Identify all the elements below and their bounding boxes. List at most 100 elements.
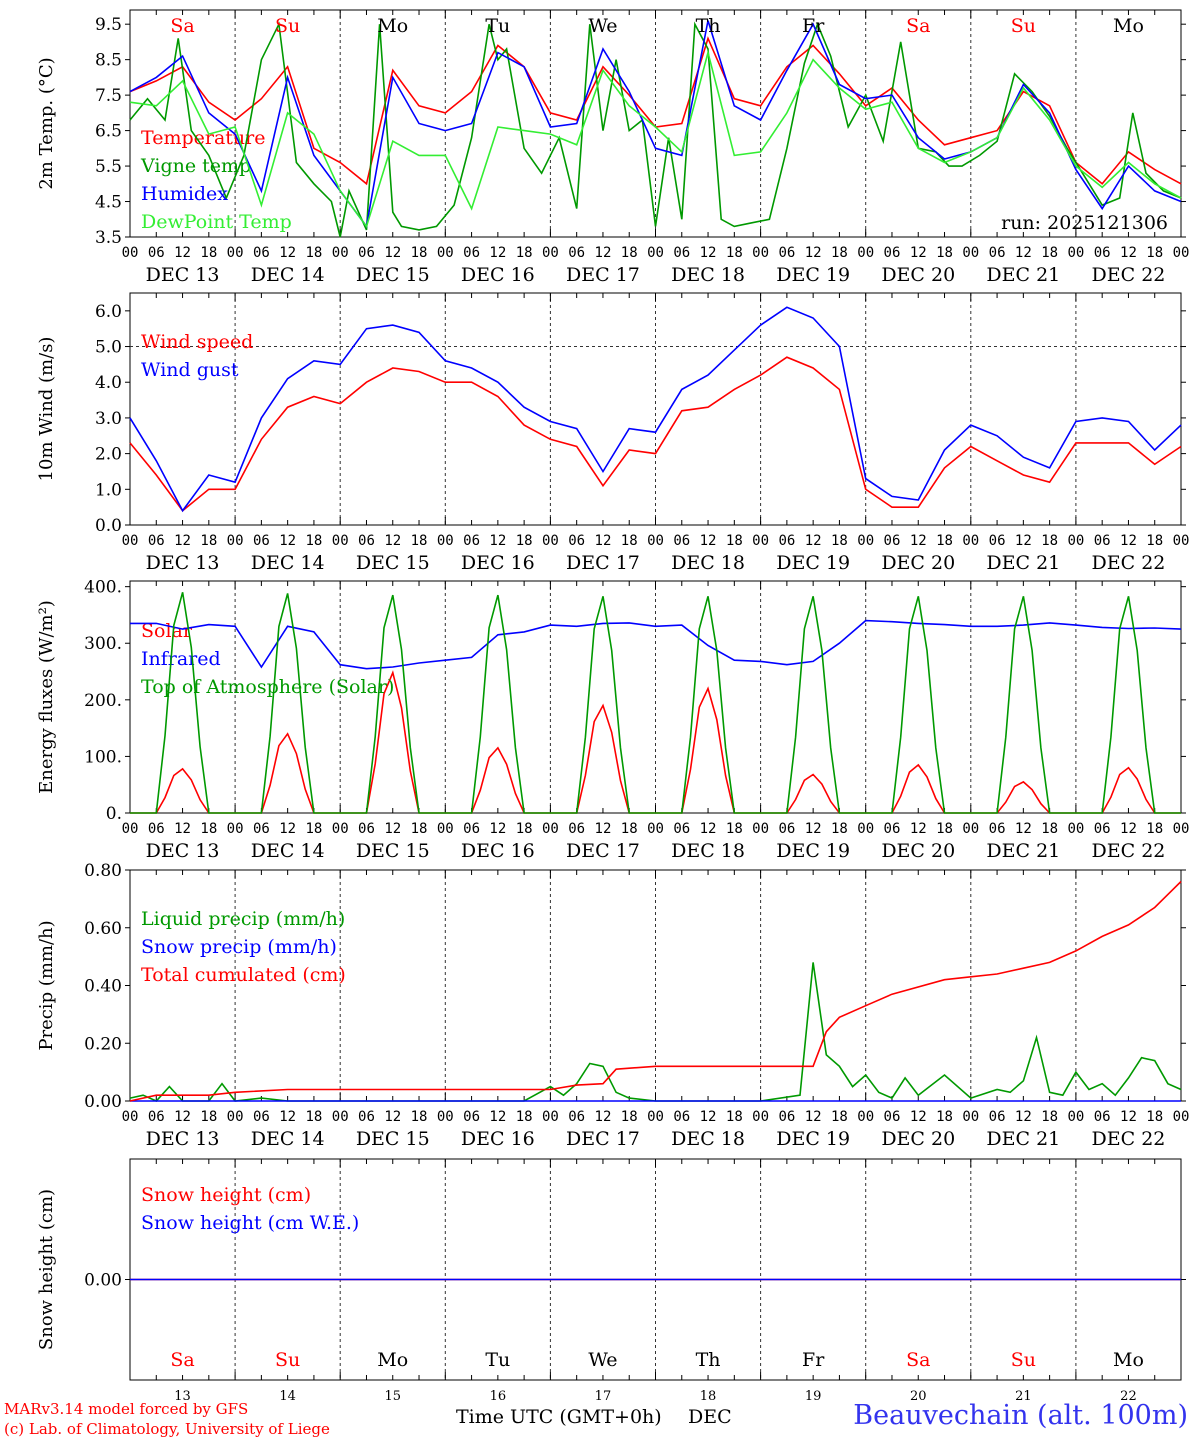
hour-tick-label: 06 bbox=[673, 821, 690, 837]
hour-tick-label: 06 bbox=[1094, 821, 1111, 837]
day-label: DEC 18 bbox=[671, 840, 745, 862]
hour-tick-label: 12 bbox=[174, 533, 191, 549]
hour-tick-label: 12 bbox=[805, 245, 822, 261]
hour-tick-label: 18 bbox=[200, 821, 217, 837]
weekday-label: Tu bbox=[485, 15, 510, 37]
legend-entry: Snow height (cm W.E.) bbox=[141, 1212, 359, 1234]
y-tick-label: 400. bbox=[84, 578, 122, 598]
day-label: DEC 22 bbox=[1092, 840, 1166, 862]
hour-tick-label: 18 bbox=[305, 533, 322, 549]
hour-tick-label: 00 bbox=[437, 1109, 454, 1125]
day-label: DEC 20 bbox=[881, 552, 955, 574]
y-axis-title: 2m Temp. (°C) bbox=[36, 57, 57, 189]
day-label: DEC 21 bbox=[986, 264, 1060, 286]
hour-tick-label: 12 bbox=[1015, 821, 1032, 837]
hour-tick-label: 00 bbox=[752, 821, 769, 837]
legend-entry: Top of Atmosphere (Solar) bbox=[141, 676, 394, 698]
hour-tick-label: 12 bbox=[595, 821, 612, 837]
hour-tick-label: 00 bbox=[542, 245, 559, 261]
hour-tick-label: 12 bbox=[1015, 245, 1032, 261]
hour-tick-label: 12 bbox=[279, 533, 296, 549]
hour-tick-label: 00 bbox=[857, 245, 874, 261]
y-tick-label: 9.5 bbox=[95, 15, 122, 35]
hour-tick-label: 00 bbox=[332, 1109, 349, 1125]
series-line-wind-0 bbox=[129, 356, 1182, 512]
day-label: DEC 15 bbox=[356, 1128, 430, 1150]
hour-tick-label: 18 bbox=[411, 245, 428, 261]
hour-tick-label: 06 bbox=[358, 1109, 375, 1125]
y-tick-label: 0.00 bbox=[84, 1092, 122, 1112]
hour-tick-label: 00 bbox=[542, 821, 559, 837]
weekday-label-bottom: We bbox=[588, 1349, 617, 1371]
hour-tick-label: 06 bbox=[358, 245, 375, 261]
hour-tick-label: 18 bbox=[305, 245, 322, 261]
hour-tick-label: 06 bbox=[989, 1109, 1006, 1125]
day-number-label: 18 bbox=[700, 1389, 717, 1404]
hour-tick-label: 00 bbox=[1067, 821, 1084, 837]
weekday-label: Su bbox=[1011, 15, 1036, 37]
hour-tick-label: 18 bbox=[1146, 821, 1163, 837]
hour-tick-label: 18 bbox=[305, 821, 322, 837]
y-tick-label: 5.0 bbox=[95, 338, 122, 358]
hour-tick-label: 00 bbox=[1067, 245, 1084, 261]
legend-entry: Infrared bbox=[141, 648, 221, 670]
time-axis-title: Time UTC (GMT+0h) bbox=[456, 1406, 662, 1428]
y-tick-label: 200. bbox=[84, 691, 122, 711]
weekday-label-bottom: Mo bbox=[1113, 1349, 1144, 1371]
hour-tick-label: 18 bbox=[726, 245, 743, 261]
hour-tick-label: 18 bbox=[305, 1109, 322, 1125]
hour-tick-label: 06 bbox=[463, 533, 480, 549]
hour-tick-label: 00 bbox=[1067, 1109, 1084, 1125]
day-label: DEC 16 bbox=[461, 1128, 535, 1150]
hour-tick-label: 18 bbox=[831, 821, 848, 837]
hour-tick-label: 18 bbox=[516, 821, 533, 837]
hour-tick-label: 06 bbox=[673, 533, 690, 549]
hour-tick-label: 00 bbox=[647, 821, 664, 837]
day-label: DEC 13 bbox=[146, 1128, 220, 1150]
day-number-label: 16 bbox=[490, 1389, 507, 1404]
hour-tick-label: 12 bbox=[279, 1109, 296, 1125]
day-label: DEC 13 bbox=[146, 840, 220, 862]
weekday-label: We bbox=[588, 15, 617, 37]
weekday-label: Th bbox=[696, 15, 721, 37]
hour-tick-label: 06 bbox=[884, 821, 901, 837]
lab-credit: (c) Lab. of Climatology, University of L… bbox=[4, 1420, 330, 1438]
hour-tick-label: 06 bbox=[989, 821, 1006, 837]
hour-tick-label: 12 bbox=[489, 245, 506, 261]
hour-tick-label: 18 bbox=[516, 533, 533, 549]
day-label: DEC 14 bbox=[251, 840, 325, 862]
hour-tick-label: 12 bbox=[1120, 533, 1137, 549]
y-axis-title: Snow height (cm) bbox=[36, 1189, 57, 1350]
series-line-energy-2 bbox=[130, 592, 1181, 814]
weekday-label: Mo bbox=[1113, 15, 1144, 37]
hour-tick-label: 00 bbox=[227, 533, 244, 549]
hour-tick-label: 18 bbox=[516, 245, 533, 261]
hour-tick-label: 06 bbox=[1094, 533, 1111, 549]
hour-tick-label: 18 bbox=[726, 1109, 743, 1125]
y-tick-label: 300. bbox=[84, 634, 122, 654]
hour-tick-label: 06 bbox=[253, 821, 270, 837]
hour-tick-label: 18 bbox=[621, 1109, 638, 1125]
day-label: DEC 15 bbox=[356, 840, 430, 862]
hour-tick-label: 12 bbox=[595, 533, 612, 549]
day-label: DEC 20 bbox=[881, 264, 955, 286]
y-tick-label: 0.60 bbox=[84, 919, 122, 939]
hour-tick-label: 06 bbox=[253, 533, 270, 549]
y-tick-label: 3.5 bbox=[95, 228, 122, 248]
hour-tick-label: 06 bbox=[568, 821, 585, 837]
legend-entry: Wind gust bbox=[141, 359, 239, 381]
day-label: DEC 14 bbox=[251, 1128, 325, 1150]
y-tick-label: 4.0 bbox=[95, 373, 122, 393]
y-tick-label: 0.00 bbox=[84, 1271, 122, 1291]
hour-tick-label: 18 bbox=[621, 245, 638, 261]
hour-tick-label: 06 bbox=[1094, 1109, 1111, 1125]
day-number-label: 14 bbox=[279, 1389, 296, 1404]
hour-tick-label: 18 bbox=[831, 1109, 848, 1125]
hour-tick-label: 12 bbox=[174, 821, 191, 837]
weekday-label-bottom: Tu bbox=[485, 1349, 510, 1371]
y-tick-label: 3.0 bbox=[95, 409, 122, 429]
hour-tick-label: 12 bbox=[1015, 1109, 1032, 1125]
hour-tick-label: 18 bbox=[936, 245, 953, 261]
series-line-precip-0 bbox=[129, 962, 1182, 1102]
hour-tick-label: 12 bbox=[595, 1109, 612, 1125]
